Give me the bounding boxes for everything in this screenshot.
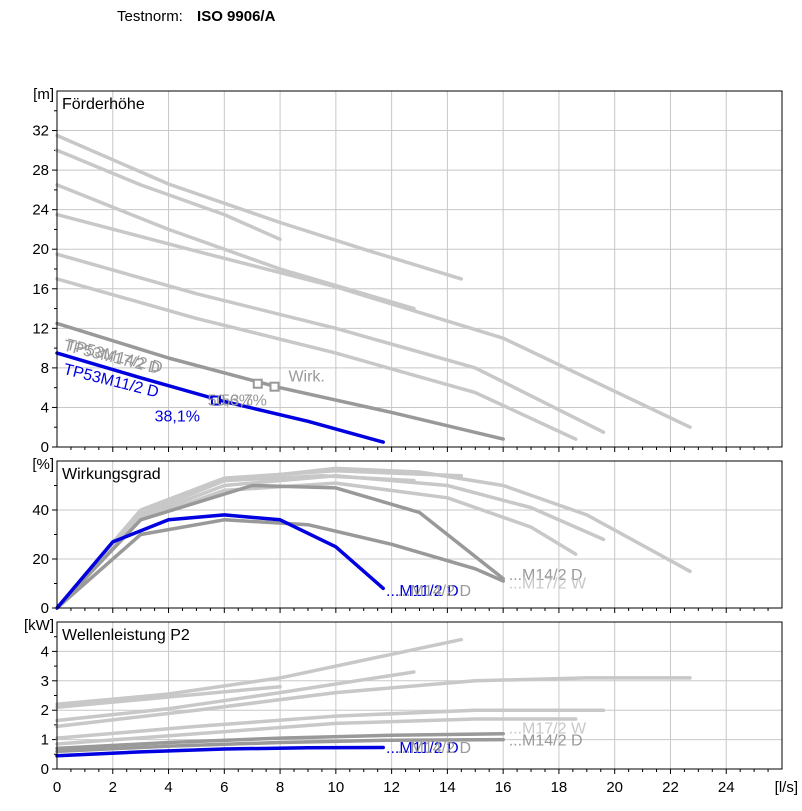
x-tick-label: 24	[718, 779, 735, 796]
curve-annotation: Wirk.	[288, 369, 324, 386]
y-tick-label: 32	[32, 123, 49, 140]
y-tick-label: 3	[41, 673, 49, 690]
y-axis-label: [%]	[32, 456, 54, 473]
curve-other	[55, 708, 606, 740]
curve-compare	[55, 518, 505, 610]
panel-frame	[56, 90, 783, 448]
curve-annotation: 38,1%	[155, 408, 200, 425]
curve-other	[55, 481, 578, 610]
y-tick-label: 2	[41, 702, 49, 719]
curve-annotation: ...M17/2 W	[509, 575, 587, 592]
x-tick-label: 18	[551, 779, 568, 796]
operating-point-marker	[269, 381, 280, 392]
curve-annotation: ...M11/2 D	[386, 740, 459, 757]
curve-other	[55, 637, 464, 707]
curve-annotation: ...M14/2 D	[397, 583, 471, 600]
panel-title: Wirkungsgrad	[62, 466, 161, 483]
x-tick-label: 12	[383, 779, 400, 796]
y-tick-label: 8	[41, 360, 49, 377]
testnorm-value: ISO 9906/A	[197, 8, 276, 25]
curve-other	[55, 133, 464, 281]
x-tick-label: 14	[439, 779, 456, 796]
x-tick-label: 22	[662, 779, 679, 796]
y-tick-label: 20	[32, 241, 49, 258]
operating-point-marker	[210, 395, 221, 406]
x-tick-label: 2	[109, 779, 117, 796]
curve-compare	[55, 321, 505, 441]
y-tick-label: 20	[32, 551, 49, 568]
operating-point-marker	[252, 378, 263, 389]
y-tick-label: 24	[32, 202, 49, 219]
y-tick-label: 4	[41, 399, 49, 416]
panel-frame	[56, 460, 783, 609]
curve-other	[55, 684, 282, 710]
x-tick-label: 0	[53, 779, 61, 796]
x-tick-label: 16	[495, 779, 512, 796]
x-tick-label: 20	[606, 779, 623, 796]
y-tick-label: 0	[41, 600, 49, 617]
curve-annotation: ...M17/2 W	[509, 721, 587, 738]
header: Testnorm: ISO 9906/A	[117, 8, 275, 25]
y-axis-label: [m]	[33, 86, 54, 103]
curve-annotation: ...M14/2 D	[509, 567, 583, 584]
curve-other	[55, 148, 282, 242]
curve-other	[55, 473, 606, 610]
curve-other	[55, 676, 692, 729]
y-tick-label: 1	[41, 732, 49, 749]
curve-selected	[55, 351, 385, 444]
curve-annotation: ...M11/2 D	[386, 583, 459, 600]
curve-other	[55, 717, 578, 746]
testnorm-label: Testnorm:	[117, 8, 183, 25]
y-tick-label: 0	[41, 439, 49, 456]
panel-title: Förderhöhe	[62, 96, 145, 113]
panel-frame	[56, 621, 783, 770]
x-tick-label: 6	[220, 779, 228, 796]
curve-selected	[55, 745, 385, 758]
y-tick-label: 28	[32, 162, 49, 179]
x-tick-label: 8	[276, 779, 284, 796]
curve-annotation: 53,7%	[222, 392, 267, 409]
x-tick-label: 10	[328, 779, 345, 796]
curve-selected	[55, 513, 385, 610]
y-tick-label: 40	[32, 502, 49, 519]
panel-title: Wellenleistung P2	[62, 627, 190, 644]
x-tick-label: 4	[164, 779, 172, 796]
curve-compare	[55, 731, 505, 751]
x-axis-label: [l/s]	[775, 779, 798, 796]
curve-other	[55, 212, 692, 429]
y-tick-label: 16	[32, 281, 49, 298]
curve-other	[55, 252, 606, 434]
y-tick-label: 0	[41, 761, 49, 778]
curve-annotation: ...M14/2 D	[397, 740, 471, 757]
curve-other	[55, 277, 578, 441]
curve-annotation: ...M14/2 D	[509, 732, 583, 749]
curve-annotation: 50,6%	[208, 392, 253, 409]
curve-compare	[55, 737, 505, 754]
y-axis-label: [kW]	[24, 617, 54, 634]
curve-other	[55, 466, 692, 610]
y-tick-label: 12	[32, 320, 49, 337]
y-tick-label: 4	[41, 643, 49, 660]
curve-other	[55, 670, 416, 723]
